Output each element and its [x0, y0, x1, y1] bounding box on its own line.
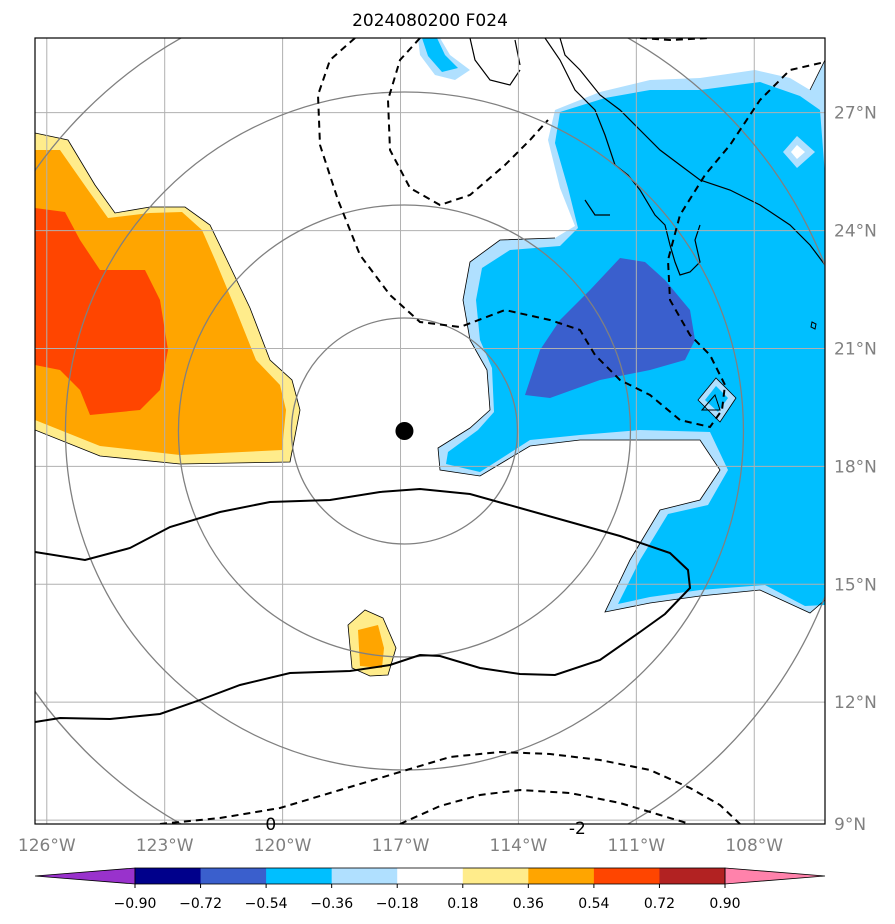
- lat-tick-label: 18°N: [834, 457, 877, 477]
- colorbar-tick-label: 0.36: [513, 896, 544, 912]
- lon-tick-label: 111°W: [607, 836, 665, 856]
- colorbar-tick-label: 0.90: [709, 896, 740, 912]
- contour-dashed-south: [159, 750, 741, 824]
- range-ring: [290, 317, 519, 545]
- negative-region-east-blue: [525, 258, 695, 398]
- colorbar-tick-label: 0.54: [578, 896, 609, 912]
- gridlines: [35, 38, 825, 824]
- positive-region-west-red: [35, 208, 168, 415]
- lon-tick-label: 120°W: [254, 836, 312, 856]
- colorbar-tick-label: −0.72: [179, 896, 222, 912]
- contour-label: 0: [265, 815, 276, 835]
- colorbar-frame: [134, 867, 726, 885]
- map-frame: [34, 37, 826, 825]
- range-ring: [64, 91, 745, 771]
- colorbar-tick-label: −0.54: [245, 896, 288, 912]
- colorbar-tick-label: 0.72: [644, 896, 675, 912]
- lon-tick-label: 126°W: [18, 836, 76, 856]
- coastline-baja: [469, 38, 825, 276]
- colorbar-segment: [200, 868, 267, 884]
- contour-zero-solid: [35, 487, 692, 723]
- coastline-islet: [810, 321, 817, 330]
- lat-tick-label: 21°N: [834, 339, 877, 359]
- contour-label: -2: [569, 819, 586, 839]
- range-rings: [35, 38, 825, 824]
- lat-tick-label: 24°N: [834, 222, 877, 242]
- contour-dashed-north: [316, 38, 825, 429]
- lat-tick-label: 9°N: [834, 815, 866, 835]
- colorbar-tick-label: −0.18: [376, 896, 419, 912]
- colorbar-extend-low: [34, 867, 136, 885]
- coastline-island: [700, 394, 721, 411]
- lon-tick-label: 117°W: [372, 836, 430, 856]
- range-ring: [177, 204, 632, 658]
- colorbar-segment: [397, 868, 464, 884]
- colorbar-tick-label: 0.18: [447, 896, 478, 912]
- colorbar-segment: [135, 868, 202, 884]
- negative-patch-north-core: [422, 38, 458, 72]
- contour-dashed-gulf: [386, 38, 711, 207]
- colorbar-segment: [462, 868, 529, 884]
- lon-tick-label: 108°W: [725, 836, 783, 856]
- colorbar-tick-label: −0.90: [114, 896, 157, 912]
- lat-tick-label: 15°N: [834, 575, 877, 595]
- positive-patch-south-core: [358, 625, 384, 668]
- colorbar-segment: [266, 868, 333, 884]
- colorbar-segment: [593, 868, 660, 884]
- latitude-labels: 27°N 24°N 21°N 18°N 15°N 12°N 9°N: [834, 104, 877, 835]
- lat-tick-label: 27°N: [834, 104, 877, 124]
- lon-tick-label: 114°W: [490, 836, 548, 856]
- colorbar: −0.90 −0.72 −0.54 −0.36 −0.18 0.18 0.36 0.54 0.7…: [34, 867, 826, 912]
- colorbar-segment: [331, 868, 398, 884]
- colorbar-tick-label: −0.36: [310, 896, 353, 912]
- longitude-labels: 126°W 123°W 120°W 117°W 114°W 111°W 108°W: [18, 836, 783, 856]
- positive-region-west-outline: [35, 132, 301, 465]
- pink-spot-core: [791, 145, 805, 159]
- colorbar-segment: [659, 868, 726, 884]
- plot-title: 2024080200 F024: [352, 11, 508, 31]
- colorbar-segment: [528, 868, 595, 884]
- storm-center-marker: [395, 422, 414, 440]
- lat-tick-label: 12°N: [834, 693, 877, 713]
- colorbar-extend-high: [724, 867, 826, 885]
- map-area: [35, 38, 825, 824]
- negative-region-east-outline: [437, 59, 825, 614]
- lon-tick-label: 123°W: [136, 836, 194, 856]
